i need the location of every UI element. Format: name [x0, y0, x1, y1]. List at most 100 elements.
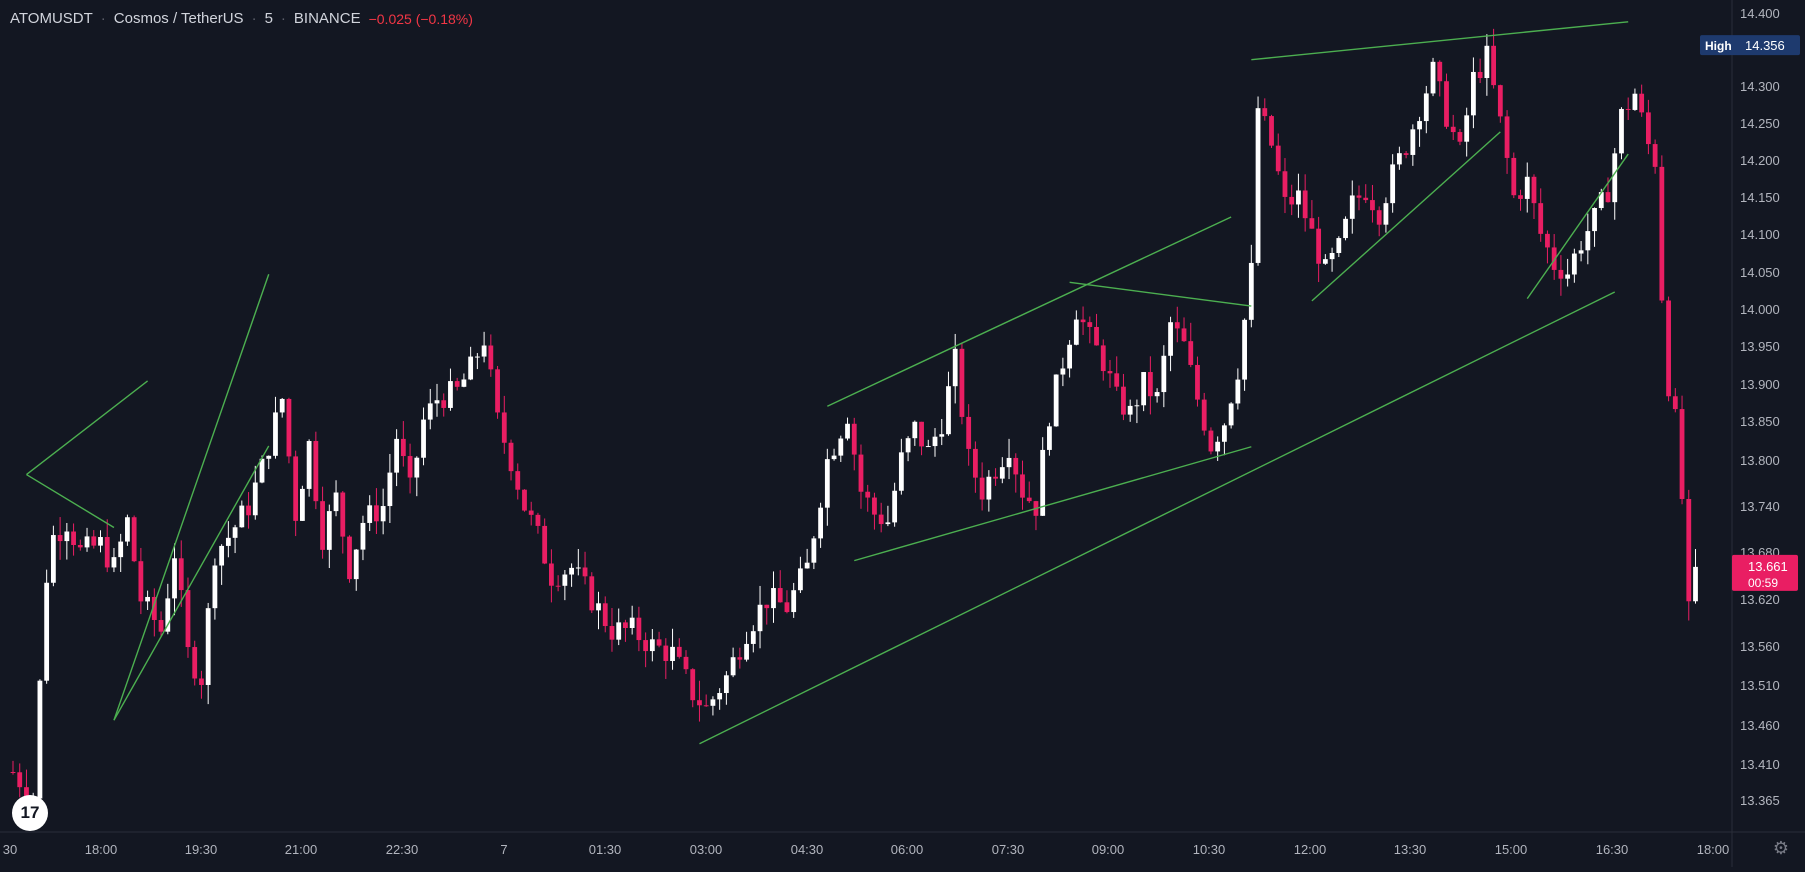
x-axis-tick-label: 30 — [3, 842, 17, 857]
candle-body — [1255, 108, 1261, 263]
candle-body — [542, 525, 548, 564]
candle-body — [1100, 345, 1106, 372]
candle-body — [1262, 108, 1268, 117]
candle-body — [1107, 371, 1113, 374]
candle-body — [629, 617, 635, 628]
candle-body — [104, 537, 110, 568]
candle-body — [1282, 171, 1288, 197]
price-change: −0.025 (−0.18%) — [368, 10, 473, 27]
x-axis-tick-label: 15:00 — [1495, 842, 1528, 857]
interval[interactable]: 5 — [264, 10, 273, 27]
candle-body — [1121, 386, 1126, 415]
candle-body — [569, 567, 574, 575]
last-price-bg — [1732, 554, 1798, 591]
gear-icon[interactable]: ⚙ — [1772, 838, 1789, 858]
candle-body — [1269, 116, 1274, 146]
x-axis-tick-label: 22:30 — [386, 842, 419, 857]
candle-body — [50, 535, 56, 583]
separator-dot: · — [100, 10, 106, 27]
candle-body — [1484, 45, 1490, 79]
candle-body — [683, 656, 689, 670]
candle-body — [1639, 93, 1645, 113]
candle-body — [380, 506, 386, 522]
candle-body — [1491, 45, 1496, 86]
candle-body — [730, 657, 736, 676]
y-axis-tick-label: 13.460 — [1740, 718, 1780, 733]
candle-body — [549, 563, 554, 586]
candle-body — [649, 639, 655, 652]
candle-body — [1571, 253, 1577, 275]
candle-body — [1686, 498, 1692, 602]
y-axis-tick-label: 14.300 — [1740, 79, 1780, 94]
trendline — [854, 446, 1252, 562]
candle-body — [374, 505, 379, 522]
candle-body — [421, 419, 426, 458]
candle-body — [468, 356, 474, 380]
candle-body — [676, 646, 682, 657]
candle-body — [1161, 355, 1167, 393]
candle-body — [562, 574, 568, 586]
candle-body — [427, 403, 433, 420]
candle-body — [1545, 233, 1550, 248]
y-axis-tick-label: 14.200 — [1740, 153, 1780, 168]
candle-body — [1376, 210, 1382, 225]
candle-body — [1242, 319, 1247, 380]
symbol[interactable]: ATOMUSDT — [10, 10, 93, 27]
candle-body — [1612, 153, 1618, 203]
y-axis-tick-label: 13.800 — [1740, 453, 1780, 468]
tradingview-logo-icon[interactable]: 17 — [12, 795, 48, 831]
candle-body — [1053, 374, 1059, 427]
candle-body — [1067, 344, 1073, 369]
candle-body — [1349, 195, 1355, 219]
candle-body — [131, 517, 137, 562]
candle-body — [1114, 373, 1120, 387]
candle-body — [266, 455, 272, 459]
candle-body — [454, 381, 460, 387]
y-axis-tick-label: 13.510 — [1740, 678, 1780, 693]
candle-body — [555, 585, 561, 587]
candle-body — [1309, 218, 1315, 229]
candle-body — [831, 455, 837, 460]
candle-body — [1672, 396, 1678, 410]
candle-body — [737, 657, 743, 660]
candle-body — [1316, 228, 1322, 264]
candle-body — [771, 588, 776, 609]
candle-body — [299, 488, 305, 521]
candle-body — [1430, 61, 1436, 94]
candle-body — [744, 643, 749, 660]
candle-body — [784, 602, 790, 613]
candle-body — [1625, 108, 1631, 110]
candle-body — [1444, 81, 1449, 127]
candle-body — [824, 459, 830, 508]
candle-body — [656, 639, 662, 646]
candle-body — [972, 448, 978, 478]
candle-body — [1195, 364, 1200, 400]
y-axis-tick-label: 14.100 — [1740, 227, 1780, 242]
candle-body — [1026, 497, 1032, 502]
candle-body — [1538, 203, 1544, 234]
candle-body — [71, 531, 76, 546]
candle-body — [1228, 403, 1234, 426]
candle-body — [515, 471, 521, 490]
candle-body — [845, 423, 850, 439]
candle-body — [1094, 326, 1099, 346]
candle-body — [1235, 379, 1241, 404]
candle-body — [1356, 195, 1362, 198]
countdown: 00:59 — [1748, 576, 1778, 590]
candle-body — [582, 567, 588, 577]
candle-body — [1390, 164, 1396, 204]
candle-body — [750, 631, 756, 644]
candle-body — [225, 537, 231, 546]
candle-body — [535, 514, 541, 526]
candle-body — [966, 416, 972, 449]
candle-body — [1073, 319, 1079, 345]
candle-body — [818, 507, 823, 539]
candle-body — [1417, 121, 1422, 130]
x-axis-tick-label: 7 — [500, 842, 507, 857]
candle-body — [609, 626, 615, 640]
candle-body — [1565, 274, 1571, 279]
candle-body — [1275, 145, 1281, 172]
candle-body — [1693, 566, 1698, 602]
